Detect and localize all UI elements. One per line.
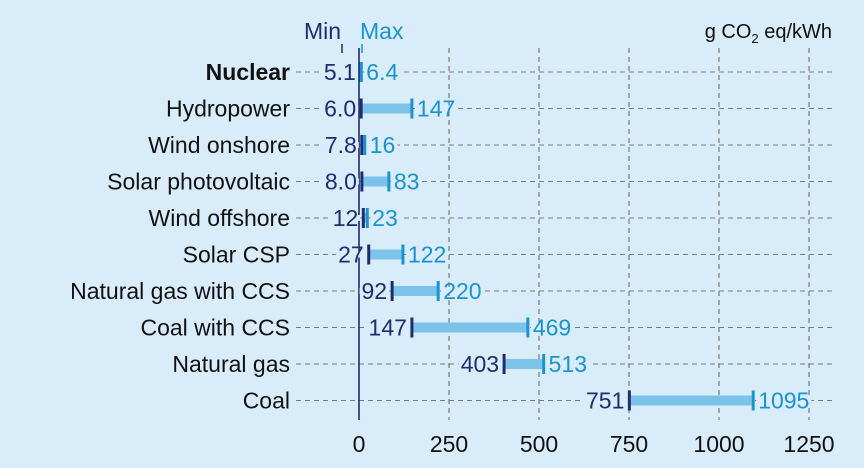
x-tick-label: 1000 — [693, 431, 744, 457]
label-backdrop — [391, 178, 422, 185]
range-bar — [368, 249, 403, 260]
label-backdrop — [322, 142, 359, 148]
max-value-label: 6.4 — [366, 59, 398, 85]
category-row: Solar photovoltaic 8.0 83 — [105, 169, 422, 195]
header-row: Min Max g CO2 eq/kWh — [304, 18, 832, 53]
min-value-label: 5.1 — [324, 59, 356, 85]
range-bar — [504, 359, 544, 369]
label-backdrop — [146, 142, 292, 148]
min-value-label: 12 — [333, 205, 359, 231]
max-header-label: Max — [360, 18, 404, 44]
label-backdrop — [321, 69, 358, 75]
category-row: Coal with CCS 147 469 — [138, 315, 574, 341]
range-bar — [361, 103, 412, 114]
category-row: Natural gas with CCS 92 220 — [68, 278, 484, 304]
category-row: Solar CSP 27 122 — [180, 242, 449, 268]
category-label: Solar CSP — [183, 242, 290, 268]
label-backdrop — [138, 324, 292, 331]
label-backdrop — [414, 105, 458, 112]
label-backdrop — [546, 361, 590, 367]
label-backdrop — [583, 397, 627, 404]
range-bar — [392, 286, 439, 296]
min-value-label: 147 — [369, 315, 407, 341]
label-backdrop — [146, 215, 292, 221]
category-label: Solar photovoltaic — [107, 169, 290, 195]
label-backdrop — [170, 361, 292, 367]
min-value-label: 27 — [338, 242, 364, 268]
label-backdrop — [405, 251, 449, 258]
x-tick-label: 1250 — [783, 431, 834, 457]
label-backdrop — [330, 215, 361, 221]
max-value-label: 23 — [372, 205, 398, 231]
unit-suffix: eq/kWh — [759, 21, 832, 43]
category-row: Wind onshore 7.8 16 — [146, 132, 398, 158]
x-tick-label: 250 — [430, 431, 468, 457]
category-label: Wind offshore — [149, 205, 290, 231]
grid-lines — [448, 48, 810, 420]
max-value-label: 513 — [549, 351, 587, 377]
label-backdrop — [203, 69, 293, 75]
label-backdrop — [105, 178, 292, 185]
label-backdrop — [322, 105, 359, 112]
category-label: Natural gas with CCS — [70, 278, 290, 304]
category-row: Natural gas 403 513 — [170, 351, 590, 377]
max-value-label: 122 — [408, 242, 446, 268]
label-backdrop — [68, 288, 292, 294]
range-bar — [629, 395, 754, 406]
min-value-label: 7.8 — [325, 132, 357, 158]
range-bar — [361, 176, 389, 187]
max-value-label: 1095 — [758, 388, 809, 414]
label-backdrop — [441, 288, 484, 294]
max-value-label: 469 — [533, 315, 571, 341]
category-row: Hydropower 6.0 147 — [164, 96, 458, 122]
category-row: Nuclear 5.1 6.4 — [203, 59, 401, 85]
min-value-label: 403 — [461, 351, 499, 377]
label-backdrop — [756, 397, 812, 404]
max-value-label: 147 — [417, 96, 455, 122]
category-label: Coal — [243, 388, 290, 414]
label-backdrop — [370, 215, 400, 221]
range-bar — [363, 213, 368, 223]
label-backdrop — [367, 142, 398, 148]
label-backdrop — [336, 251, 366, 258]
min-value-label: 8.0 — [325, 169, 357, 195]
x-tick-label: 0 — [353, 431, 366, 457]
range-bar — [411, 322, 528, 333]
category-row: Coal 751 1095 — [240, 388, 812, 414]
category-label: Coal with CCS — [140, 315, 290, 341]
unit-label: g CO2 eq/kWh — [705, 21, 832, 46]
label-backdrop — [240, 397, 292, 404]
label-backdrop — [530, 324, 574, 331]
min-value-label: 92 — [362, 278, 388, 304]
min-value-label: 6.0 — [324, 96, 356, 122]
category-label: Wind onshore — [148, 132, 290, 158]
category-label: Natural gas — [172, 351, 290, 377]
x-tick-label: 750 — [610, 431, 648, 457]
max-value-label: 83 — [394, 169, 420, 195]
category-rows: Nuclear 5.1 6.4 Hydropower 6.0 147 Wind onshor… — [68, 59, 812, 414]
label-backdrop — [180, 251, 292, 258]
label-backdrop — [364, 69, 401, 75]
label-backdrop — [322, 178, 359, 185]
label-backdrop — [366, 324, 409, 331]
min-header-label: Min — [304, 18, 341, 44]
label-backdrop — [359, 288, 390, 294]
label-backdrop — [164, 105, 293, 112]
min-value-label: 751 — [586, 388, 624, 414]
max-value-label: 220 — [443, 278, 481, 304]
unit-subscript: 2 — [751, 31, 758, 46]
label-backdrop — [458, 361, 502, 367]
category-label: Hydropower — [166, 96, 290, 122]
x-tick-label: 500 — [520, 431, 558, 457]
unit-prefix: g CO — [705, 21, 752, 43]
max-value-label: 16 — [370, 132, 396, 158]
x-axis-ticks: 0 250 500 750 1000 1250 — [353, 431, 835, 457]
category-row: Wind offshore 12 23 — [146, 205, 400, 231]
category-label: Nuclear — [206, 59, 290, 85]
